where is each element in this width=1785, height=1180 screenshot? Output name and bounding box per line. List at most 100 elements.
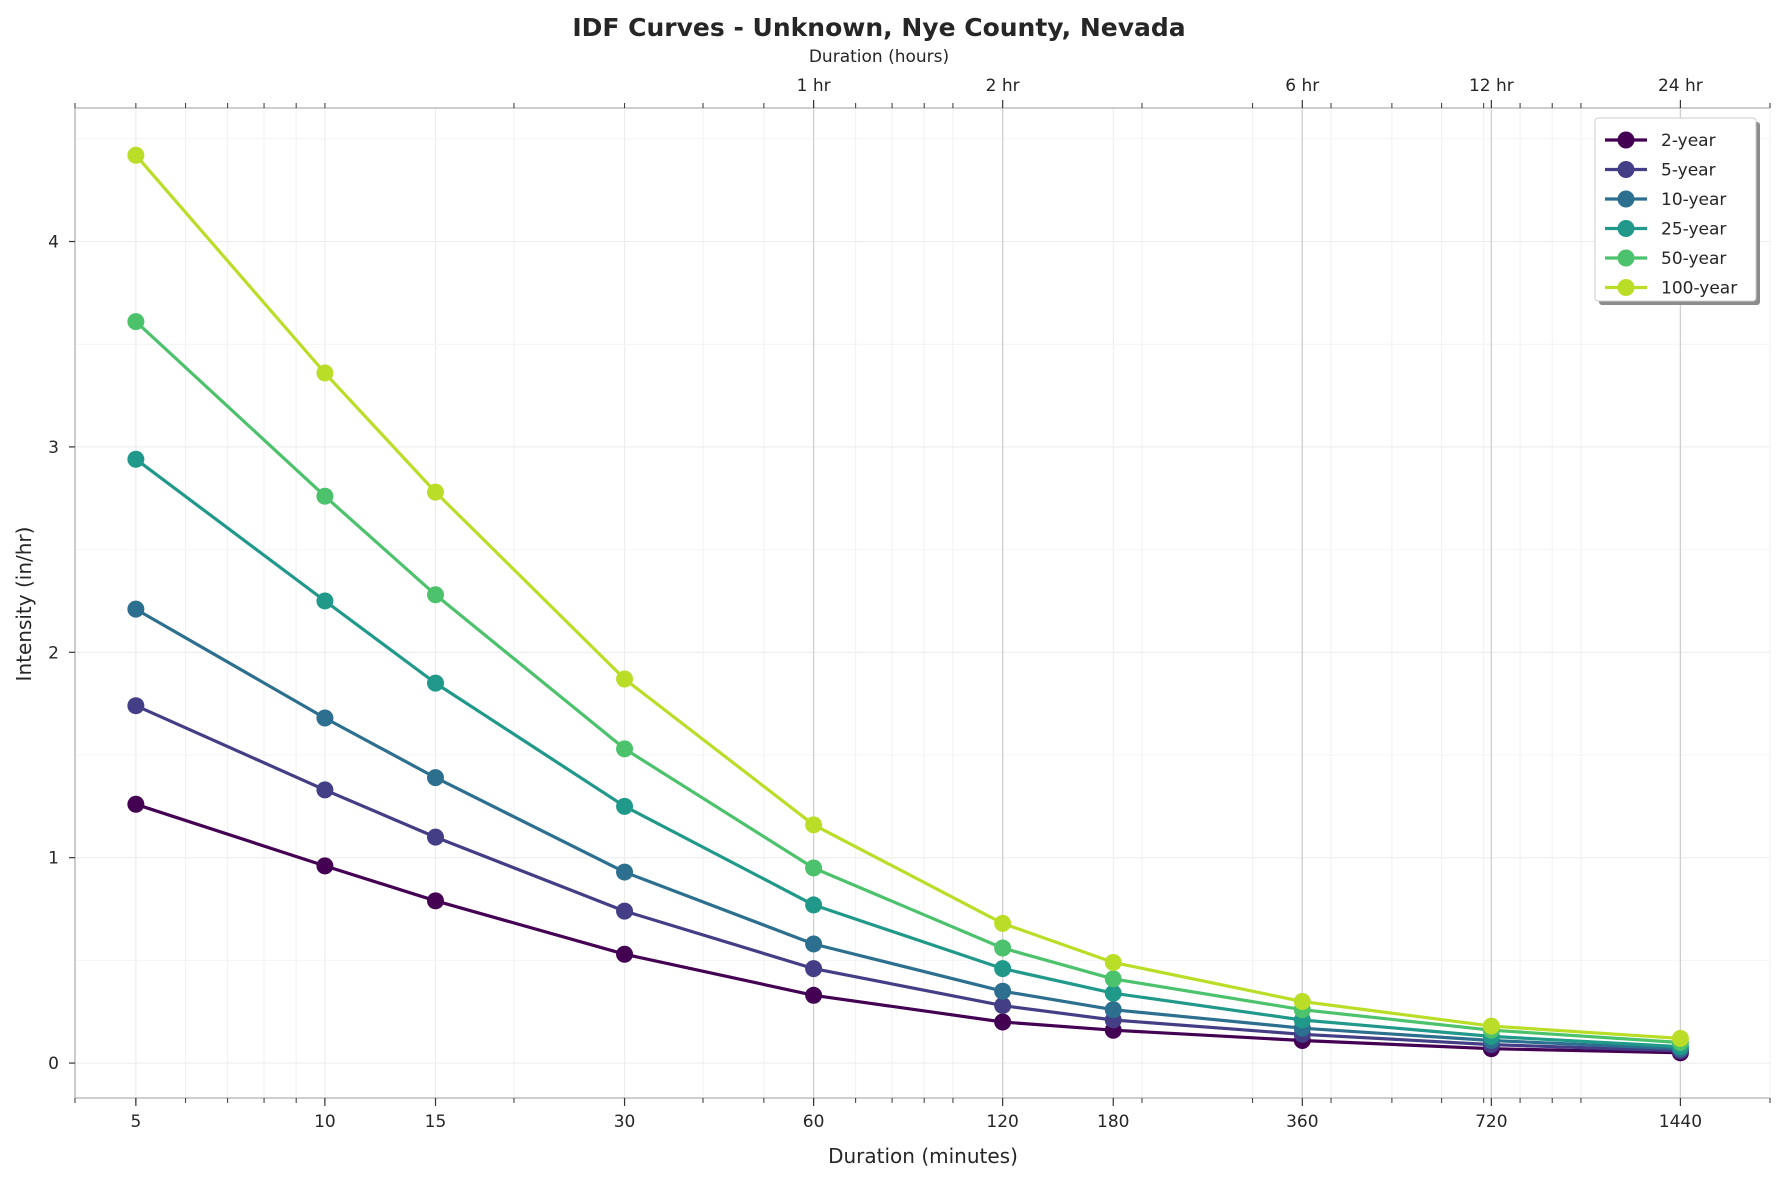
series-line xyxy=(134,457,1681,1049)
legend-marker xyxy=(1617,249,1635,267)
data-point xyxy=(994,914,1012,932)
x-tick-label: 5 xyxy=(130,1112,141,1132)
legend-item: 100-year xyxy=(1605,279,1737,299)
x-tick-label: 60 xyxy=(803,1112,825,1132)
grid-layer xyxy=(74,108,1771,1098)
data-point xyxy=(316,857,334,875)
y-tick-label: 1 xyxy=(48,849,59,869)
data-point xyxy=(427,769,445,787)
legend-label: 2-year xyxy=(1661,131,1716,151)
data-point xyxy=(427,483,445,501)
data-point xyxy=(127,697,145,715)
x-tick-label: 1440 xyxy=(1659,1112,1702,1132)
legend-marker xyxy=(1617,190,1635,208)
data-point xyxy=(994,997,1012,1015)
series-line xyxy=(135,802,1681,1055)
data-point xyxy=(127,600,145,618)
data-point xyxy=(616,797,634,815)
legend-label: 50-year xyxy=(1661,249,1726,269)
data-point xyxy=(427,828,445,846)
legend-item: 25-year xyxy=(1605,220,1726,240)
top-tick-label: 24 hr xyxy=(1658,76,1703,96)
series-line xyxy=(135,704,1681,1053)
data-point xyxy=(1104,970,1122,988)
data-point xyxy=(316,487,334,505)
series-line xyxy=(134,154,1681,1040)
data-point xyxy=(1104,1001,1122,1019)
data-point xyxy=(1482,1017,1500,1035)
data-point xyxy=(427,674,445,692)
x-tick-label: 360 xyxy=(1286,1112,1318,1132)
data-point xyxy=(316,781,334,799)
data-point xyxy=(427,892,445,910)
data-point xyxy=(994,939,1012,957)
y-tick-label: 3 xyxy=(48,438,59,458)
x-tick-label: 10 xyxy=(314,1112,336,1132)
series-line xyxy=(134,320,1681,1045)
data-point xyxy=(805,935,823,953)
x-tick-label: 30 xyxy=(614,1112,636,1132)
series-100-year xyxy=(127,146,1689,1047)
x-tick-label: 180 xyxy=(1097,1112,1129,1132)
data-point xyxy=(127,795,145,813)
legend-box xyxy=(1594,117,1757,302)
legend-marker xyxy=(1617,131,1635,149)
data-point xyxy=(994,982,1012,1000)
y-tick-label: 0 xyxy=(48,1054,59,1074)
x-tick-label: 120 xyxy=(986,1112,1018,1132)
legend-marker xyxy=(1617,161,1635,178)
top-axis-title: Duration (hours) xyxy=(809,47,949,67)
legend-item: 50-year xyxy=(1605,249,1726,269)
y-tick-label: 2 xyxy=(48,643,59,663)
data-point xyxy=(616,670,634,688)
data-point xyxy=(805,896,823,914)
series-50-year xyxy=(127,313,1689,1052)
data-point xyxy=(805,816,823,834)
legend-label: 25-year xyxy=(1661,220,1726,240)
legend-item: 2-year xyxy=(1605,131,1716,151)
data-point xyxy=(316,364,334,382)
data-point xyxy=(127,450,145,468)
data-point xyxy=(805,960,823,978)
legend-item: 10-year xyxy=(1605,190,1726,210)
y-axis-title: Intensity (in/hr) xyxy=(12,527,36,682)
top-tick-label: 12 hr xyxy=(1469,76,1514,96)
legend-marker xyxy=(1617,220,1635,237)
top-tick-label: 6 hr xyxy=(1285,76,1319,96)
x-tick-label: 15 xyxy=(425,1112,447,1132)
data-point xyxy=(316,709,334,727)
legend-label: 5-year xyxy=(1661,161,1716,181)
y-tick-label: 4 xyxy=(48,233,59,253)
data-point xyxy=(1293,992,1311,1010)
data-point xyxy=(1104,953,1122,971)
data-point xyxy=(1104,984,1122,1002)
legend-label: 100-year xyxy=(1661,279,1737,299)
data-point xyxy=(616,945,634,963)
x-tick-label: 720 xyxy=(1475,1112,1507,1132)
data-point xyxy=(805,859,823,877)
series-layer xyxy=(127,146,1689,1062)
data-point xyxy=(805,986,823,1004)
data-point xyxy=(427,586,445,604)
data-point xyxy=(616,902,634,920)
data-point xyxy=(127,146,145,164)
top-tick-label: 1 hr xyxy=(797,76,831,96)
chart-title: IDF Curves - Unknown, Nye County, Nevada xyxy=(572,13,1185,42)
data-point xyxy=(1671,1029,1689,1047)
legend-marker xyxy=(1617,279,1635,296)
data-point xyxy=(994,1013,1012,1031)
legend: 2-year 5-year 10-year 25-year 50-year 100-yea… xyxy=(1594,117,1760,305)
data-point xyxy=(994,960,1012,978)
legend-label: 10-year xyxy=(1661,190,1726,210)
x-axis-title: Duration (minutes) xyxy=(828,1144,1018,1168)
data-point xyxy=(616,740,634,758)
data-point xyxy=(127,313,145,331)
data-point xyxy=(316,592,334,610)
data-point xyxy=(616,863,634,881)
top-tick-label: 2 hr xyxy=(986,76,1020,96)
legend-item: 5-year xyxy=(1605,161,1716,181)
series-line xyxy=(135,607,1681,1051)
